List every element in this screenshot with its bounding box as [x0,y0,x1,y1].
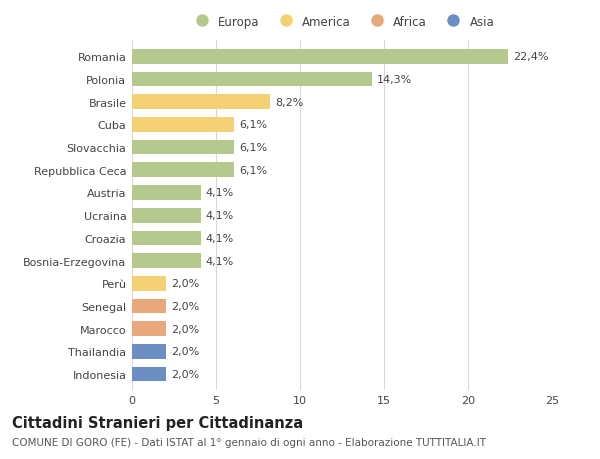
Bar [132,322,166,336]
Bar [132,50,508,65]
Bar [132,95,270,110]
Bar [132,186,201,201]
Bar [132,231,201,246]
Bar [132,344,166,359]
Text: 2,0%: 2,0% [170,369,199,379]
Text: COMUNE DI GORO (FE) - Dati ISTAT al 1° gennaio di ogni anno - Elaborazione TUTTI: COMUNE DI GORO (FE) - Dati ISTAT al 1° g… [12,437,486,447]
Text: 6,1%: 6,1% [239,120,268,130]
Text: 22,4%: 22,4% [514,52,549,62]
Bar [132,276,166,291]
Text: 4,1%: 4,1% [206,233,234,243]
Bar [132,208,201,223]
Text: 2,0%: 2,0% [170,302,199,311]
Text: 4,1%: 4,1% [206,256,234,266]
Text: 2,0%: 2,0% [170,279,199,289]
Bar [132,118,235,133]
Bar [132,367,166,381]
Text: 6,1%: 6,1% [239,143,268,153]
Text: 2,0%: 2,0% [170,324,199,334]
Bar [132,299,166,313]
Text: 2,0%: 2,0% [170,347,199,357]
Bar [132,254,201,269]
Text: 8,2%: 8,2% [275,97,303,107]
Text: Cittadini Stranieri per Cittadinanza: Cittadini Stranieri per Cittadinanza [12,415,303,431]
Text: 4,1%: 4,1% [206,211,234,221]
Bar [132,140,235,155]
Text: 4,1%: 4,1% [206,188,234,198]
Legend: Europa, America, Africa, Asia: Europa, America, Africa, Asia [190,16,494,28]
Text: 6,1%: 6,1% [239,165,268,175]
Text: 14,3%: 14,3% [377,75,413,85]
Bar [132,163,235,178]
Bar [132,73,372,87]
